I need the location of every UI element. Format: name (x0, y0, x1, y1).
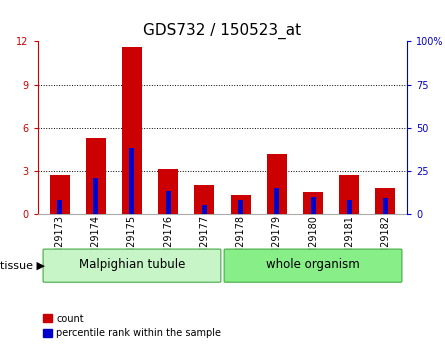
FancyBboxPatch shape (43, 249, 221, 282)
Bar (158, 169, 178, 214)
Bar (267, 154, 287, 214)
Bar (339, 175, 359, 214)
Bar (49, 175, 69, 214)
Bar (311, 197, 316, 214)
Bar (303, 193, 323, 214)
Bar (166, 191, 171, 214)
Bar (194, 185, 214, 214)
Text: GDS732 / 150523_at: GDS732 / 150523_at (143, 22, 302, 39)
Legend: count, percentile rank within the sample: count, percentile rank within the sample (43, 314, 221, 338)
Bar (57, 200, 62, 214)
Bar (347, 200, 352, 214)
Text: tissue ▶: tissue ▶ (0, 261, 45, 270)
Text: whole organism: whole organism (266, 258, 360, 272)
Bar (202, 205, 207, 214)
Bar (86, 138, 106, 214)
Bar (376, 188, 396, 214)
Bar (383, 198, 388, 214)
FancyBboxPatch shape (224, 249, 402, 282)
Bar (93, 178, 98, 214)
Bar (274, 188, 279, 214)
Bar (129, 148, 134, 214)
Bar (122, 47, 142, 214)
Bar (238, 200, 243, 214)
Text: Malpighian tubule: Malpighian tubule (79, 258, 185, 272)
Bar (231, 195, 251, 214)
